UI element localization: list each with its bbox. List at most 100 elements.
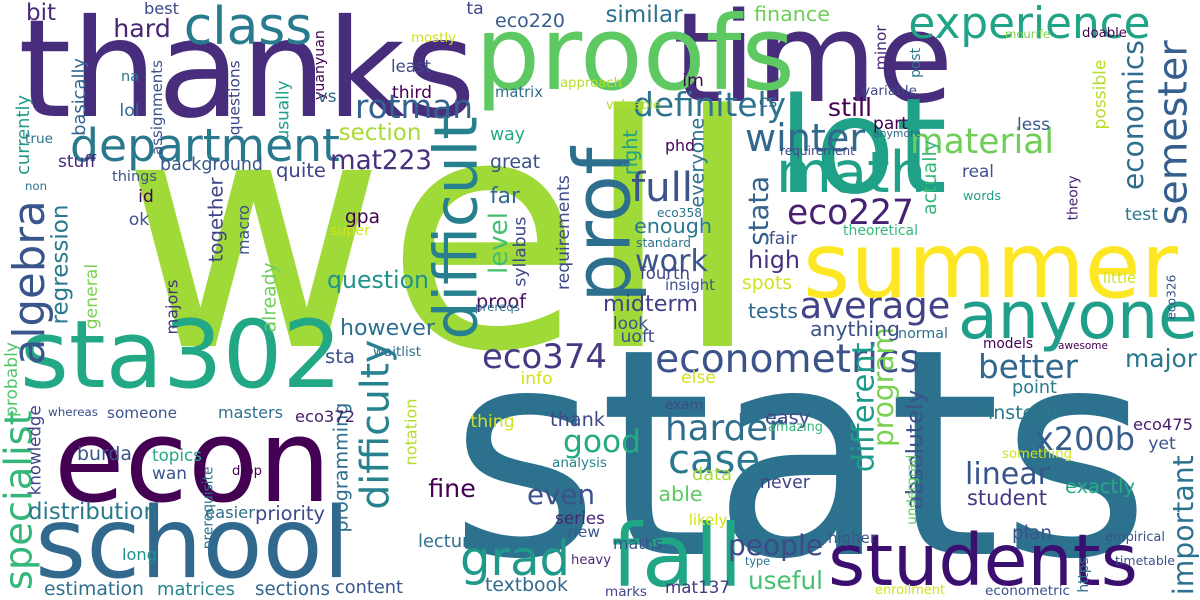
word-eco374: eco374 bbox=[482, 337, 607, 377]
word-theoretical: theoretical bbox=[843, 222, 918, 239]
word-notation: notation bbox=[401, 398, 421, 467]
word-gpa: gpa bbox=[345, 206, 380, 228]
word-thing: thing bbox=[470, 411, 515, 432]
word-textbook: textbook bbox=[485, 574, 568, 596]
word-mostly: mostly bbox=[411, 30, 456, 46]
word-burda: burda bbox=[77, 442, 132, 465]
word-non: non bbox=[25, 178, 47, 193]
word-else: else bbox=[681, 367, 716, 388]
word-definitely: definitely bbox=[633, 86, 786, 125]
word-econometrics: econometrics bbox=[655, 336, 920, 382]
word-econometric: econometric bbox=[985, 583, 1070, 600]
word-plan: plan bbox=[1012, 522, 1052, 544]
word-grad: grad bbox=[460, 531, 570, 588]
word-third: third bbox=[392, 82, 432, 103]
word-hard: hard bbox=[113, 14, 171, 44]
word-stats: stats bbox=[449, 287, 1151, 600]
word-id: id bbox=[138, 186, 154, 207]
word-finance: finance bbox=[753, 1, 831, 26]
word-full: full bbox=[631, 164, 693, 211]
word-thank: thank bbox=[550, 408, 605, 432]
word-likely: likely bbox=[688, 511, 728, 530]
word-mat223: mat223 bbox=[330, 145, 432, 176]
word-requirement: requirement bbox=[780, 144, 855, 159]
word-insight: insight bbox=[665, 277, 715, 295]
word-eco372: eco372 bbox=[295, 406, 355, 426]
word-time: time bbox=[672, 0, 954, 131]
word-vs: vs bbox=[317, 86, 337, 107]
word-far: far bbox=[490, 184, 520, 210]
word-content: content bbox=[335, 578, 403, 599]
word-uoft: uoft bbox=[620, 326, 655, 347]
word-however: however bbox=[340, 314, 435, 341]
word-assignments: assignments bbox=[148, 60, 167, 155]
word-rotman: rotman bbox=[355, 88, 473, 127]
word-data: data bbox=[692, 465, 732, 486]
word-knowledge: knowledge bbox=[25, 405, 45, 495]
word-sta: sta bbox=[325, 345, 355, 369]
word-little: little bbox=[1102, 269, 1137, 288]
word-important: important bbox=[1166, 455, 1200, 595]
word-sta302: sta302 bbox=[20, 301, 342, 411]
word-someone: someone bbox=[107, 403, 177, 422]
word-phd: phd bbox=[665, 135, 695, 155]
word-instead: instead bbox=[988, 402, 1058, 424]
word-everyone: everyone bbox=[684, 118, 708, 208]
word-major: major bbox=[1125, 343, 1197, 373]
word-prereqs: prereqs bbox=[475, 300, 520, 315]
word-matrix: matrix bbox=[495, 83, 543, 101]
word-anything: anything bbox=[810, 316, 900, 341]
word-summer: summer bbox=[803, 213, 1178, 319]
word-even: even bbox=[527, 478, 595, 512]
word-eco475: eco475 bbox=[1133, 415, 1193, 435]
word-higher: higher bbox=[828, 528, 876, 547]
word-high: high bbox=[748, 246, 800, 275]
word-yet: yet bbox=[1148, 433, 1176, 454]
word-fair: fair bbox=[768, 228, 798, 249]
word-test: test bbox=[1125, 205, 1158, 226]
word-info: info bbox=[520, 368, 553, 389]
word-eco326: eco326 bbox=[1163, 275, 1178, 320]
word-eco227: eco227 bbox=[787, 192, 914, 233]
word-part: part bbox=[873, 113, 908, 134]
word-well: well bbox=[121, 47, 763, 422]
word-stuff: stuff bbox=[58, 152, 96, 172]
word-thanks: thanks bbox=[18, 0, 476, 150]
word-series: series bbox=[555, 507, 605, 528]
word-standard: standard bbox=[636, 234, 691, 250]
word-right: right bbox=[618, 130, 642, 175]
word-quite: quite bbox=[276, 159, 326, 183]
word-better: better bbox=[978, 347, 1078, 386]
word-point: point bbox=[1012, 377, 1057, 398]
word-timetable: timetable bbox=[1115, 553, 1175, 569]
word-level: level bbox=[483, 212, 514, 274]
word-still: still bbox=[827, 93, 873, 123]
word-words: words bbox=[963, 189, 1001, 205]
word-theory: theory bbox=[1065, 175, 1082, 220]
word-background: background bbox=[160, 155, 263, 176]
word-whereas: whereas bbox=[48, 405, 98, 420]
word-students: students bbox=[828, 519, 1138, 600]
word-prerequisite: prerequisite bbox=[200, 466, 217, 549]
word-lecture: lecture bbox=[418, 531, 480, 553]
word-department: department bbox=[70, 118, 340, 172]
word-wan: wan bbox=[152, 462, 187, 483]
word-work: work bbox=[635, 243, 708, 279]
word-bit: bit bbox=[25, 0, 56, 26]
word-waitlist: waitlist bbox=[373, 345, 421, 361]
word-matrices: matrices bbox=[157, 579, 235, 600]
word-spots: spots bbox=[742, 272, 792, 294]
word-school: school bbox=[35, 486, 350, 600]
word-econ: econ bbox=[53, 394, 332, 529]
word-models: models bbox=[983, 336, 1033, 353]
word-eco358: eco358 bbox=[657, 206, 702, 221]
word-good: good bbox=[563, 423, 641, 460]
word-less: less bbox=[1017, 114, 1050, 135]
word-priority: priority bbox=[255, 502, 325, 526]
word-student: student bbox=[967, 485, 1047, 510]
word-experience: experience bbox=[908, 0, 1151, 50]
word-fourth: fourth bbox=[640, 263, 690, 283]
word-together: together bbox=[204, 177, 228, 262]
word-doable: doable bbox=[1082, 26, 1127, 42]
word-way: way bbox=[490, 125, 525, 146]
